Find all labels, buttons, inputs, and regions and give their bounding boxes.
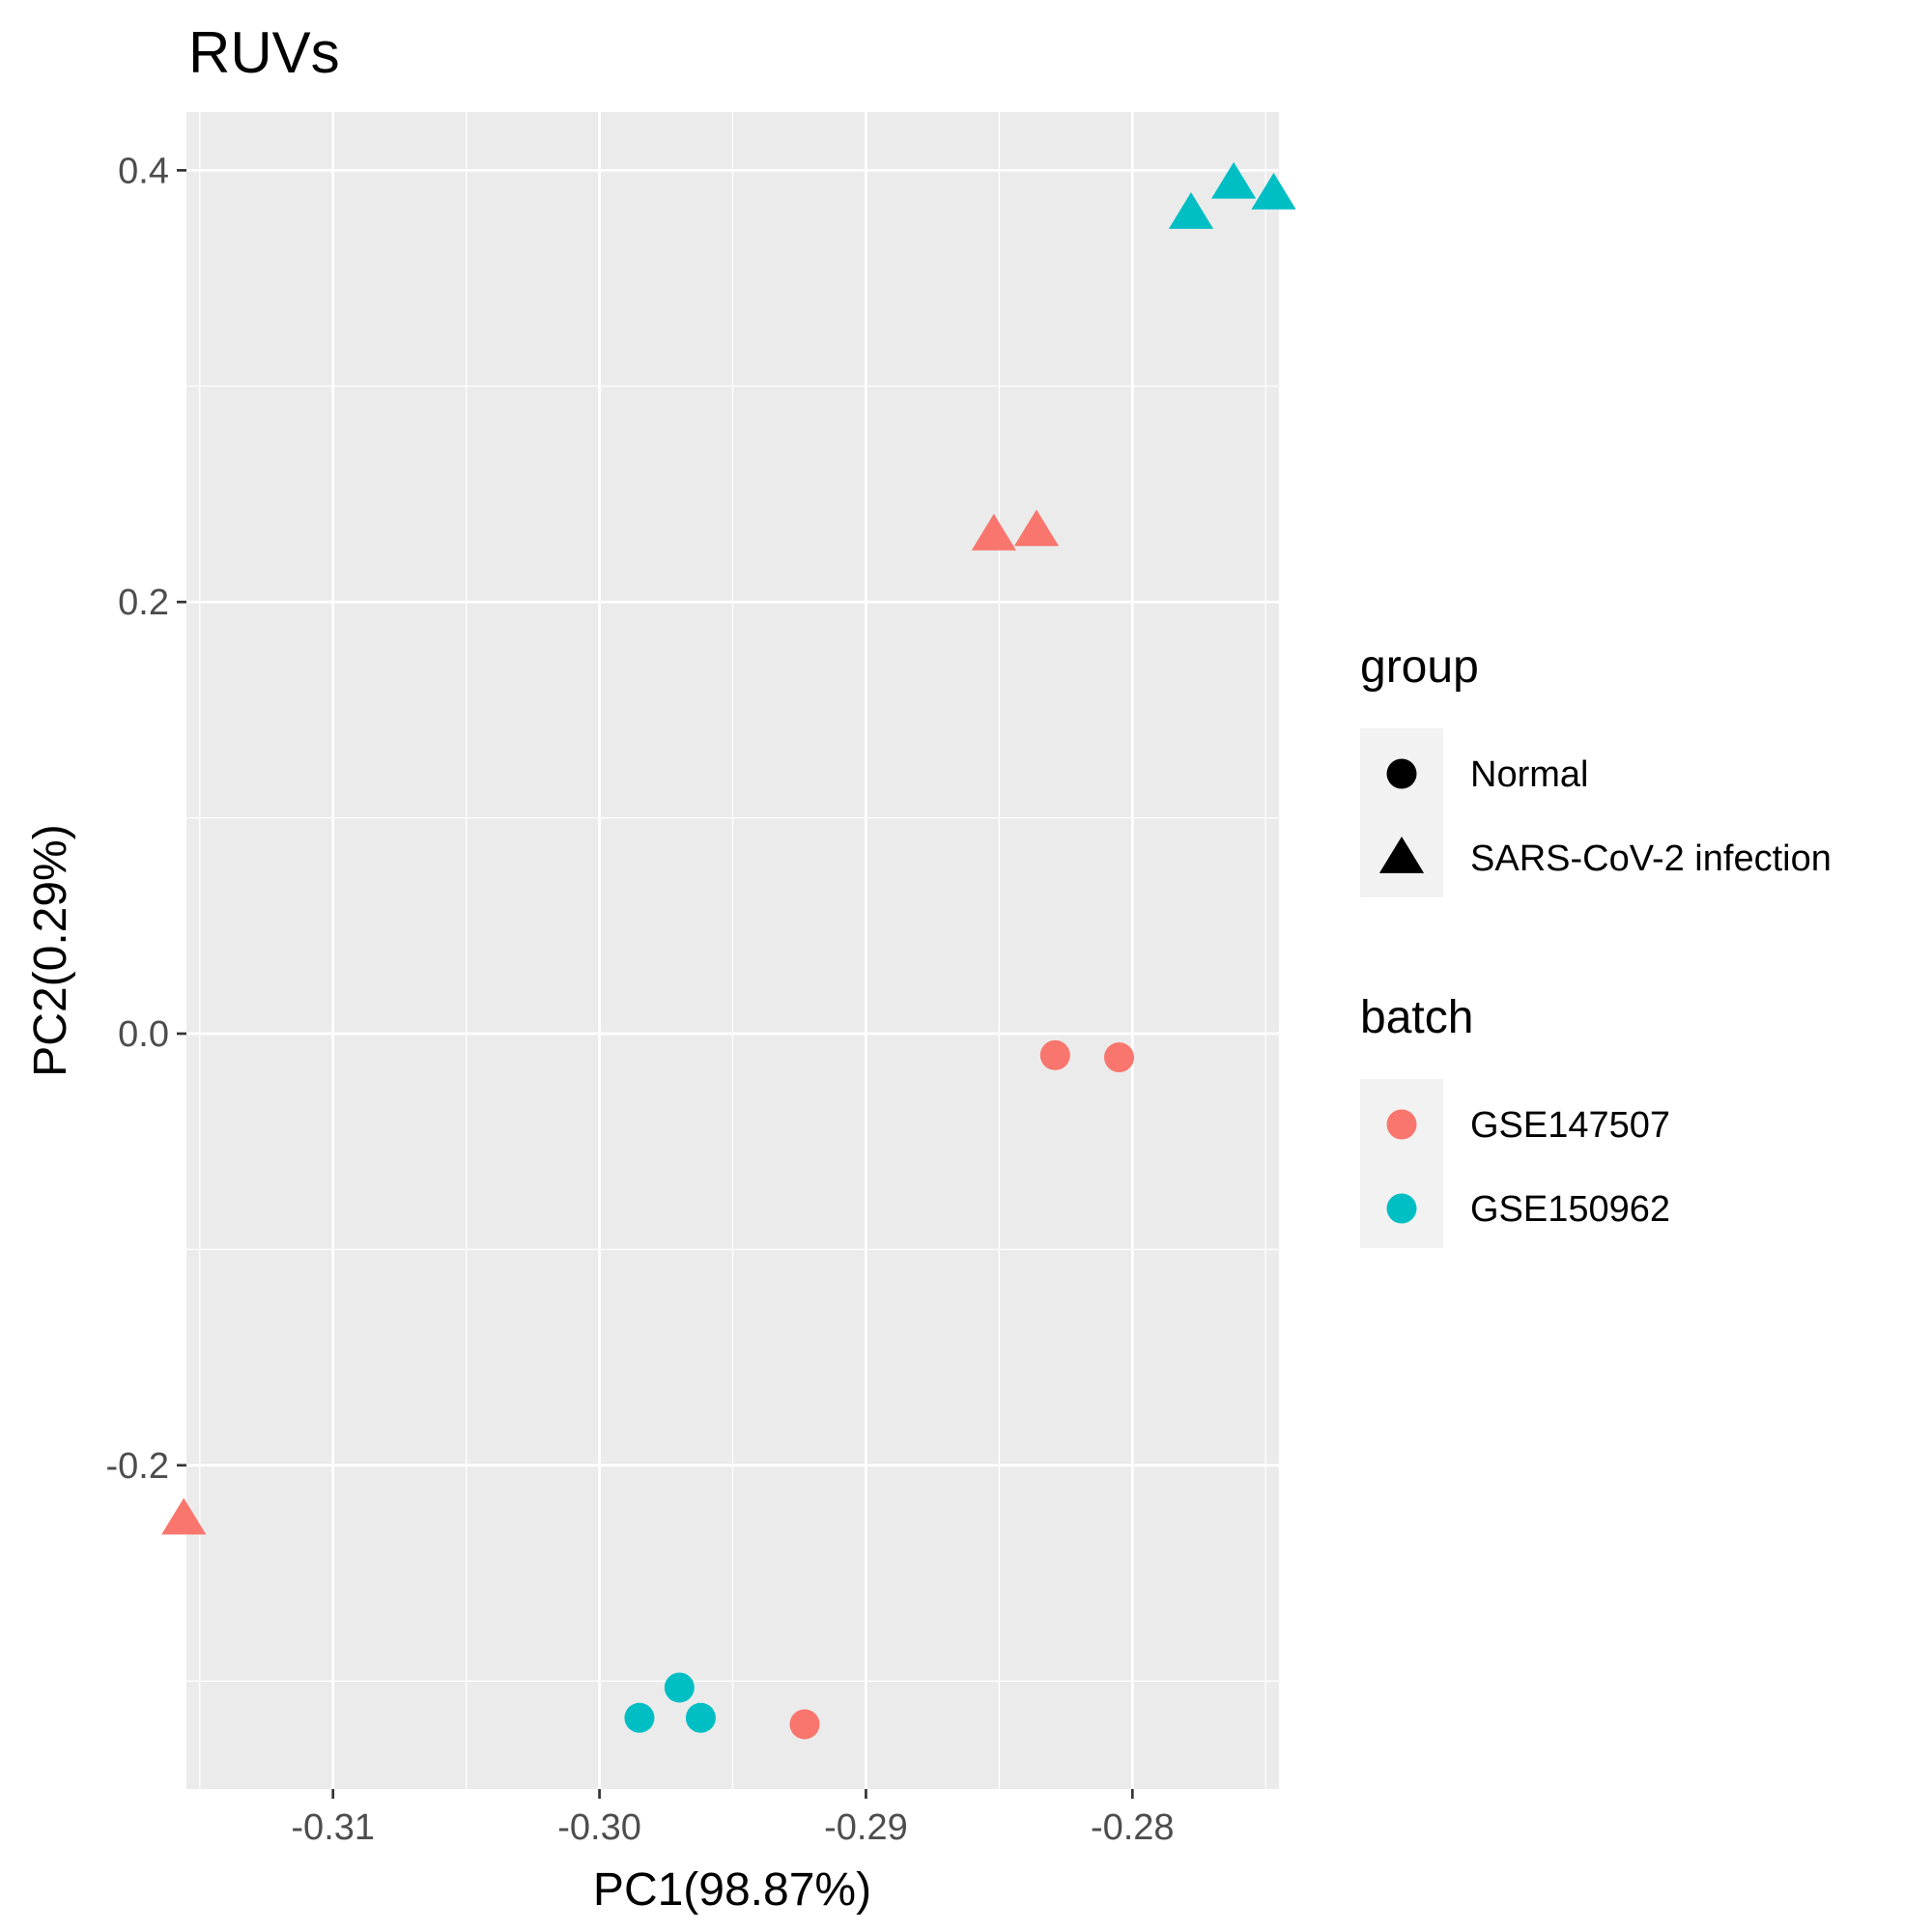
grid-minor <box>186 112 1279 1789</box>
data-point-circle <box>685 1702 716 1733</box>
data-point-triangle <box>971 513 1016 551</box>
data-point-circle <box>789 1709 820 1740</box>
data-point-circle <box>1039 1039 1070 1070</box>
x-tick-label: -0.31 <box>291 1807 375 1848</box>
y-axis-label: PC2(0.29%) <box>25 824 76 1076</box>
x-tick-label: -0.30 <box>557 1807 641 1848</box>
legend-area: group Normal SARS-CoV-2 infection batch GSE1… <box>1360 641 1832 1248</box>
y-tick-label: 0.2 <box>118 582 169 623</box>
data-point-circle <box>624 1702 655 1733</box>
legend-title: batch <box>1360 992 1473 1043</box>
data-point-triangle <box>161 1497 207 1535</box>
legend-triangle-icon <box>1378 837 1425 873</box>
x-axis-label: PC1(98.87%) <box>593 1864 871 1916</box>
data-point-triangle <box>1168 192 1214 229</box>
grid-major <box>186 112 1279 1789</box>
data-points <box>161 161 1296 1740</box>
chart-title: RUVs <box>188 20 340 85</box>
y-tick-label: -0.2 <box>106 1446 169 1487</box>
legend-title: group <box>1360 641 1479 693</box>
y-tick-label: 0.4 <box>118 151 169 191</box>
legend-entry-label: GSE147507 <box>1470 1105 1670 1146</box>
legend-color-swatch <box>1386 1109 1417 1140</box>
x-axis: -0.31 -0.30 -0.29 -0.28 <box>291 1789 1175 1848</box>
legend-color-swatch <box>1386 1193 1417 1224</box>
legend-entry-label: GSE150962 <box>1470 1189 1670 1230</box>
data-point-triangle <box>1013 509 1060 547</box>
y-tick-label: 0.0 <box>118 1014 169 1055</box>
legend-circle-icon <box>1386 758 1417 789</box>
data-point-triangle <box>1211 161 1257 199</box>
x-tick-label: -0.29 <box>824 1807 908 1848</box>
data-point-circle <box>1103 1042 1134 1073</box>
legend-entry-label: Normal <box>1470 754 1588 795</box>
data-point-circle <box>664 1672 695 1703</box>
x-tick-label: -0.28 <box>1091 1807 1175 1848</box>
y-axis: -0.2 0.0 0.2 0.4 <box>106 151 186 1487</box>
legend-entry-label: SARS-CoV-2 infection <box>1470 838 1832 879</box>
data-point-triangle <box>1251 172 1296 210</box>
